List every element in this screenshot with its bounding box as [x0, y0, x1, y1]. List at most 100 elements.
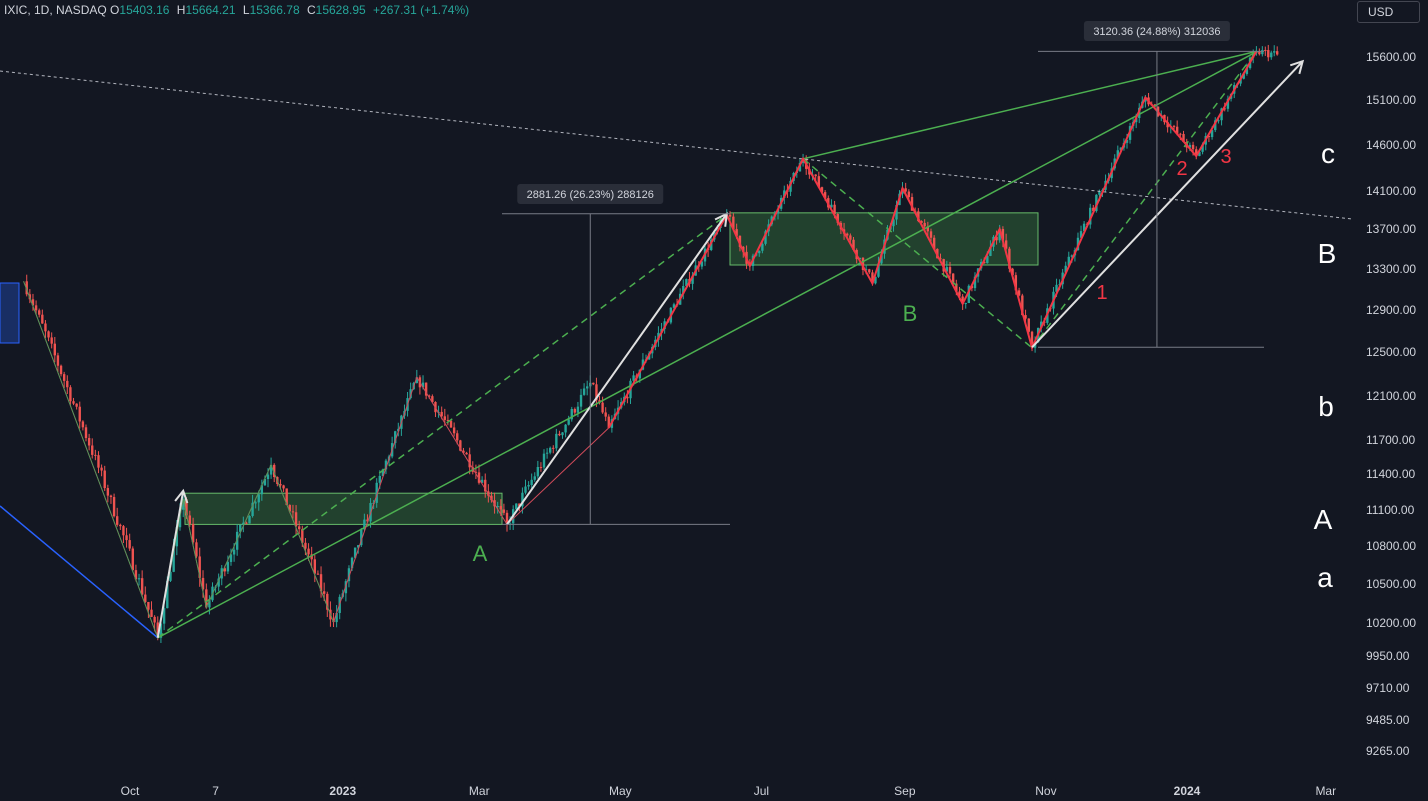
candle-body — [357, 545, 360, 548]
candle-body — [291, 511, 295, 513]
candle-body — [585, 386, 589, 389]
candle-body — [446, 419, 450, 421]
candle-body — [87, 438, 91, 446]
candle-body — [1070, 255, 1074, 257]
candle-body — [100, 467, 103, 471]
white-arrow-line — [1031, 60, 1304, 348]
candle-body — [1267, 50, 1270, 58]
candle-body — [319, 574, 323, 592]
low-label: L — [242, 3, 250, 17]
candle-body — [542, 453, 546, 468]
candle-body — [871, 272, 874, 284]
candle-body — [833, 204, 836, 215]
candle-body — [817, 176, 821, 188]
candle-body — [322, 591, 326, 594]
candle-body — [459, 440, 462, 451]
candle-body — [1001, 229, 1005, 241]
candle-body — [106, 488, 110, 496]
candle-body — [468, 454, 471, 468]
candle-body — [530, 479, 533, 485]
candle-body — [823, 192, 827, 199]
candle-body — [288, 505, 292, 512]
candle-body — [188, 515, 192, 524]
candle-body — [431, 396, 434, 402]
candle-body — [1182, 133, 1185, 143]
candle-body — [1258, 51, 1261, 55]
candle-body — [764, 231, 767, 244]
candle-body — [208, 600, 211, 608]
candle-body — [226, 561, 230, 572]
candle-body — [326, 593, 329, 610]
candle-body — [830, 204, 833, 208]
candle-body — [1119, 147, 1123, 151]
price-axis-tick: 12100.00 — [1366, 389, 1416, 403]
candle-body — [1179, 133, 1182, 135]
candle-body — [181, 499, 185, 510]
candle-body — [421, 382, 425, 388]
low-value: 15366.78 — [249, 3, 300, 17]
candle-body — [480, 479, 484, 483]
candle-body — [849, 235, 852, 240]
price-axis-tick: 11700.00 — [1366, 433, 1415, 447]
green-dashed-correction — [802, 158, 1033, 349]
currency-button[interactable]: USD — [1357, 1, 1420, 23]
candle-body — [257, 494, 260, 503]
candle-body — [910, 197, 914, 211]
candle-body — [424, 382, 428, 396]
candle-body — [94, 454, 97, 456]
price-axis-tick: 10200.00 — [1366, 616, 1416, 630]
candle-body — [415, 377, 419, 384]
candle-body — [347, 568, 351, 582]
close-value: 15628.95 — [315, 3, 366, 17]
candle-body — [895, 205, 898, 220]
candle-body — [1239, 78, 1242, 84]
change-value: +267.31 (+1.74%) — [373, 3, 470, 17]
candle-body — [1024, 315, 1027, 319]
candle-body — [166, 580, 169, 609]
candle-body — [738, 235, 742, 247]
candle-body — [47, 331, 50, 338]
candle-body — [1040, 321, 1043, 328]
wave-label-white: c — [1321, 138, 1335, 169]
candle-body — [443, 416, 446, 420]
wave-label-red: 2 — [1176, 158, 1187, 180]
price-axis-tick: 11400.00 — [1366, 467, 1415, 481]
high-label: H — [176, 3, 186, 17]
wave-label-white: B — [1318, 238, 1337, 269]
candle-body — [1261, 49, 1264, 55]
price-axis-tick: 14600.00 — [1366, 138, 1416, 152]
time-axis-tick: Mar — [469, 784, 490, 798]
candle-body — [125, 535, 128, 541]
candle-body — [119, 524, 122, 527]
close-label: C — [306, 3, 316, 17]
candle-body — [251, 502, 254, 516]
candle-body — [1064, 265, 1067, 273]
candle-body — [1008, 248, 1011, 269]
candle-body — [536, 467, 540, 477]
candle-body — [1004, 240, 1008, 249]
candle-body — [561, 432, 564, 436]
candle-body — [570, 408, 573, 420]
candle-body — [1067, 256, 1070, 266]
candle-body — [579, 394, 583, 407]
candle-body — [1082, 223, 1086, 232]
candle-body — [576, 406, 580, 413]
ohlc-legend: IXIC, 1D, NASDAQ O15403.16 H15664.21 L15… — [4, 3, 473, 17]
candle-body — [462, 450, 465, 453]
candle-body — [109, 495, 113, 498]
candle-body — [235, 531, 239, 550]
candle-body — [263, 479, 267, 486]
wave-label-green: A — [473, 541, 488, 566]
wave-label-white: b — [1318, 391, 1334, 422]
green-trend-line — [157, 51, 1257, 639]
candle-body — [245, 522, 248, 524]
candle-body — [1226, 98, 1230, 109]
candle-body — [1201, 144, 1204, 152]
candle-body — [929, 231, 933, 238]
candle-body — [242, 522, 245, 525]
candle-body — [505, 512, 509, 525]
candle-body — [967, 285, 971, 304]
candle-body — [728, 214, 732, 217]
candle-body — [892, 219, 895, 227]
